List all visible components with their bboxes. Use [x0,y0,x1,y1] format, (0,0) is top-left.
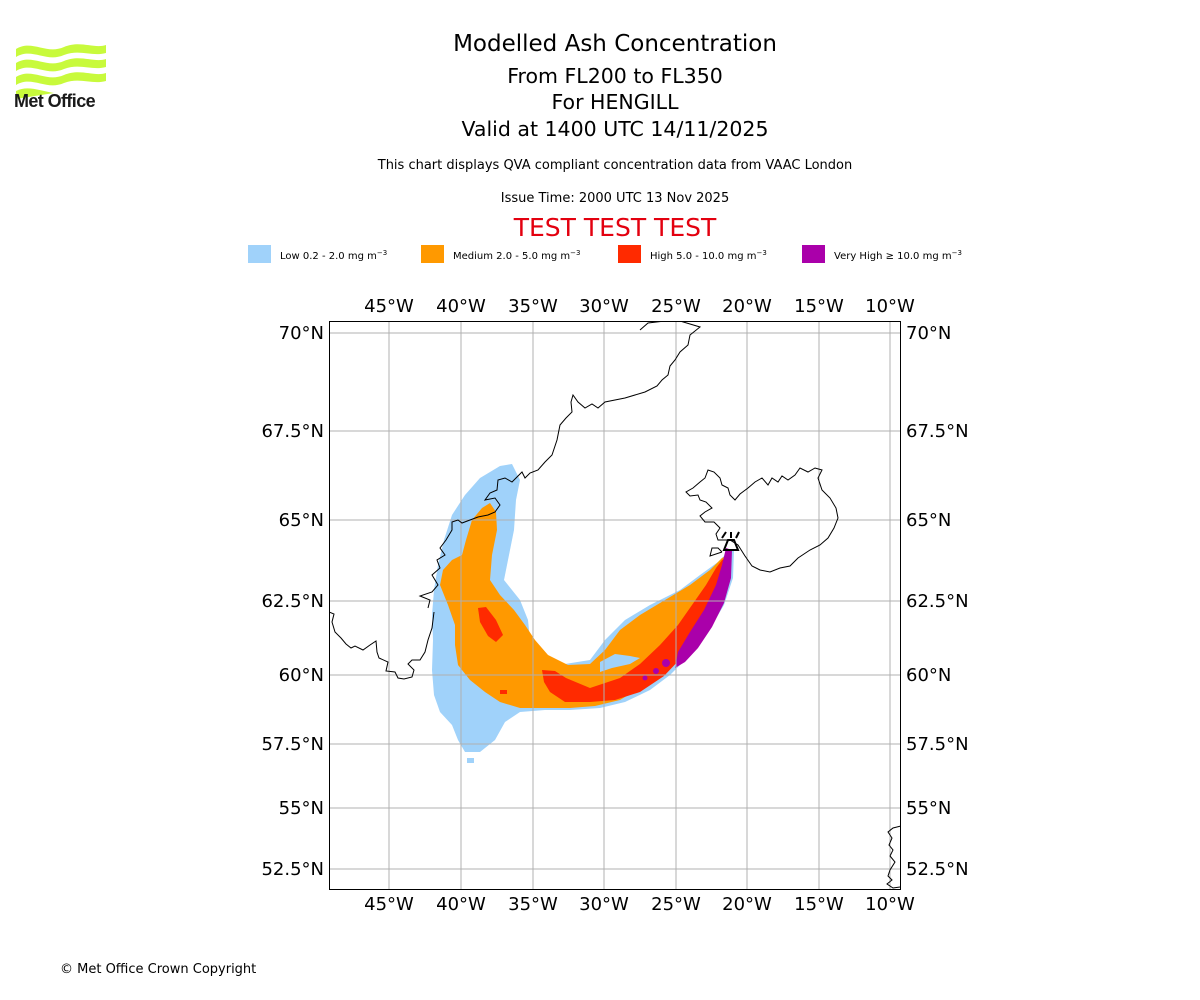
lon-tick-label: 15°W [794,894,844,915]
coastlines [329,321,901,889]
lat-tick-label: 67.5°N [261,421,324,442]
lat-tick-label: 52.5°N [261,859,324,880]
coastline-iceland [685,467,839,573]
lon-tick-label: 25°W [651,296,701,317]
lon-labels-bottom: 45°W 40°W 35°W 30°W 25°W 20°W 15°W 10°W [364,894,915,915]
lon-tick-label: 25°W [651,894,701,915]
test-banner: TEST TEST TEST [513,213,717,242]
ash-plume [432,464,734,763]
lat-tick-label: 52.5°N [906,859,969,880]
gridlines [329,321,901,890]
legend-label-high: High 5.0 - 10.0 mg m [650,251,757,262]
lon-tick-label: 10°W [865,894,915,915]
lat-tick-label: 60°N [906,665,951,686]
map-area [329,321,901,890]
ash-region-very-high-spot [642,675,648,681]
lon-tick-label: 20°W [722,894,772,915]
lat-tick-label: 65°N [279,510,324,531]
lon-tick-label: 30°W [579,894,629,915]
lon-tick-label: 20°W [722,296,772,317]
lon-tick-label: 40°W [436,296,486,317]
lon-tick-label: 45°W [364,894,414,915]
volcano-name: For HENGILL [551,90,679,114]
lon-labels-top: 45°W 40°W 35°W 30°W 25°W 20°W 15°W 10°W [364,296,915,317]
ash-region-very-high-spot [653,668,659,674]
lon-tick-label: 10°W [865,296,915,317]
legend-label-very-high: Very High ≥ 10.0 mg m [834,251,952,262]
ash-region-high-speck [500,690,507,694]
lat-tick-label: 65°N [906,510,951,531]
map-frame [329,321,901,890]
lat-tick-label: 57.5°N [261,734,324,755]
met-office-logo [16,44,106,99]
lon-tick-label: 35°W [508,894,558,915]
volcano-symbol [721,531,740,551]
coastline-ireland [886,825,901,889]
logo-text: Met Office [14,91,96,111]
lat-tick-label: 57.5°N [906,734,969,755]
legend-swatch-medium [421,245,444,263]
ash-region-high-blob [478,607,503,642]
legend-swatch-high [618,245,641,263]
lon-tick-label: 30°W [579,296,629,317]
chart-title: Modelled Ash Concentration [453,31,777,57]
valid-time: Valid at 1400 UTC 14/11/2025 [461,117,769,141]
lon-tick-label: 45°W [364,296,414,317]
flight-levels: From FL200 to FL350 [507,64,723,88]
ash-region-medium [440,503,728,708]
lat-tick-label: 62.5°N [906,591,969,612]
lon-tick-label: 35°W [508,296,558,317]
lon-tick-label: 40°W [436,894,486,915]
issue-time: Issue Time: 2000 UTC 13 Nov 2025 [500,191,730,206]
lat-tick-label: 60°N [279,665,324,686]
lat-tick-label: 67.5°N [906,421,969,442]
copyright: © Met Office Crown Copyright [60,962,257,977]
ash-region-very-high-spot [662,659,670,667]
chart-description: This chart displays QVA compliant concen… [377,158,853,173]
legend-swatch-very-high [802,245,825,263]
legend-swatch-low [248,245,271,263]
legend-label-low: Low 0.2 - 2.0 mg m [280,251,377,262]
lat-labels-right: 70°N 67.5°N 65°N 62.5°N 60°N 57.5°N 55°N 52.5°N [906,323,969,880]
lat-tick-label: 62.5°N [261,591,324,612]
ash-region-very-high [675,548,732,668]
lat-labels-left: 70°N 67.5°N 65°N 62.5°N 60°N 57.5°N 55°N 52.5°N [261,323,324,880]
ash-region-low-hole [600,654,640,672]
ash-region-low-fragment [467,758,474,763]
legend-label-medium: Medium 2.0 - 5.0 mg m [453,251,571,262]
lat-tick-label: 70°N [279,323,324,344]
lon-tick-label: 15°W [794,296,844,317]
coastline-greenland-south [329,611,435,680]
lat-tick-label: 70°N [906,323,951,344]
lat-tick-label: 55°N [906,798,951,819]
ash-region-high [542,557,728,702]
lat-tick-label: 55°N [279,798,324,819]
